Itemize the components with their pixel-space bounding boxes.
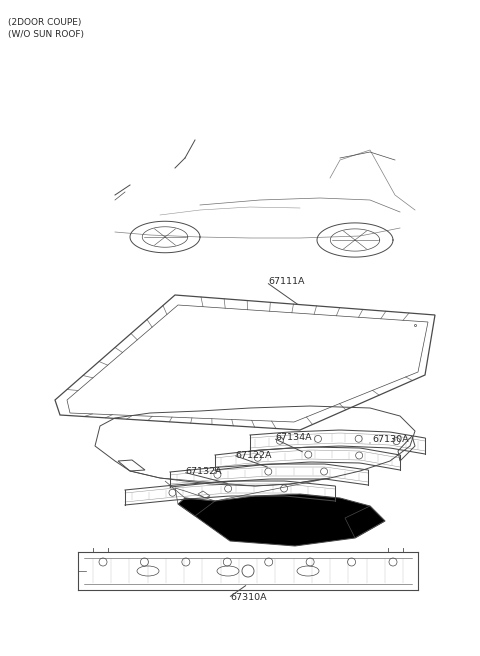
Text: (W/O SUN ROOF): (W/O SUN ROOF) bbox=[8, 30, 84, 39]
Text: (2DOOR COUPE): (2DOOR COUPE) bbox=[8, 18, 82, 27]
Polygon shape bbox=[178, 494, 385, 546]
Text: 67134A: 67134A bbox=[275, 434, 312, 443]
Text: 67122A: 67122A bbox=[235, 451, 272, 459]
Text: 67132A: 67132A bbox=[185, 468, 222, 476]
Text: 67111A: 67111A bbox=[268, 277, 304, 287]
Text: 67310A: 67310A bbox=[230, 594, 266, 602]
Text: 67130A: 67130A bbox=[372, 436, 408, 445]
